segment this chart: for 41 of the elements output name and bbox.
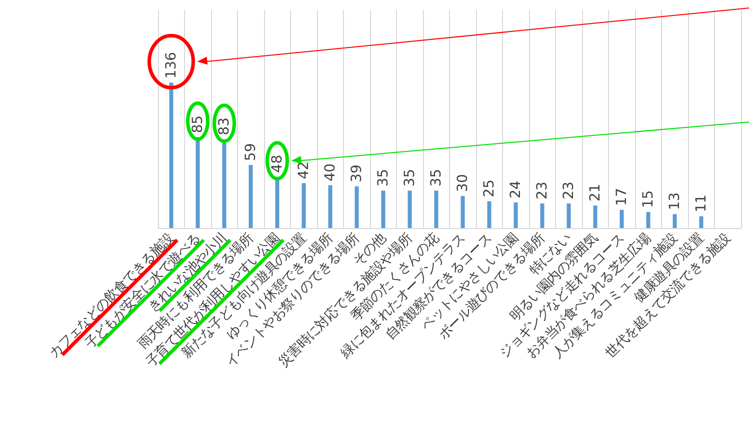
data-label: 17 xyxy=(614,188,630,206)
bar xyxy=(354,186,359,228)
data-label: 23 xyxy=(560,182,577,200)
bar xyxy=(302,183,306,228)
data-label: 136 xyxy=(163,52,180,79)
bar xyxy=(169,82,174,228)
data-label: 59 xyxy=(242,143,259,161)
data-label: 42 xyxy=(296,161,312,180)
data-label: 85 xyxy=(190,115,206,134)
bar xyxy=(699,216,704,228)
bar xyxy=(540,203,544,228)
data-label: 23 xyxy=(534,182,550,200)
data-label: 24 xyxy=(508,180,524,198)
bar xyxy=(566,203,571,228)
data-label: 39 xyxy=(348,164,365,182)
data-label: 15 xyxy=(640,190,656,208)
bar xyxy=(620,210,624,228)
bar xyxy=(672,214,677,228)
bar xyxy=(646,212,650,228)
bar xyxy=(514,202,518,228)
bar xyxy=(275,176,280,228)
data-label: 40 xyxy=(322,163,338,182)
data-label: 13 xyxy=(666,192,683,210)
data-label: 25 xyxy=(481,179,498,198)
bar xyxy=(196,137,200,228)
bar xyxy=(328,185,332,228)
bar xyxy=(434,190,438,228)
bar xyxy=(593,206,598,228)
bar xyxy=(381,190,386,228)
bar xyxy=(408,190,412,228)
data-label: 21 xyxy=(587,184,604,202)
bar xyxy=(248,164,253,228)
data-label: 11 xyxy=(693,194,710,212)
data-label: 48 xyxy=(269,154,286,173)
data-label: 83 xyxy=(216,117,232,136)
data-label: 35 xyxy=(428,168,444,187)
data-label: 35 xyxy=(402,168,418,187)
data-label: 35 xyxy=(375,168,392,187)
data-label: 30 xyxy=(454,174,471,192)
bar xyxy=(487,201,492,228)
bar xyxy=(460,196,465,228)
